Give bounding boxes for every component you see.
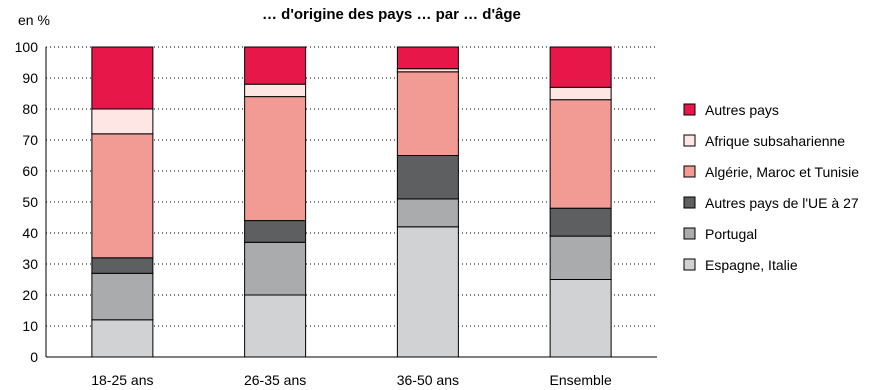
legend-swatch <box>683 165 696 178</box>
bar-segment <box>396 226 459 358</box>
legend: Autres pays Afrique subsaharienne Algérie,… <box>683 102 859 273</box>
bar-segment <box>396 198 459 228</box>
bar-segment <box>396 155 459 200</box>
bar-segment <box>244 241 307 296</box>
legend-swatch <box>683 103 696 116</box>
legend-swatch <box>683 227 696 240</box>
y-tick-label: 40 <box>22 225 38 241</box>
legend-swatch <box>683 134 696 147</box>
x-tick-label: 18-25 ans <box>91 372 153 388</box>
y-tick-label: 90 <box>22 70 38 86</box>
bar-segment <box>91 46 154 110</box>
bar-segment <box>244 83 307 98</box>
bar-segment <box>396 71 459 156</box>
bar-segment <box>549 99 612 209</box>
bar-segment <box>549 207 612 237</box>
bar-segment <box>549 279 612 358</box>
y-tick-label: 100 <box>15 39 39 55</box>
chart-title: … d'origine des pays … par … d'âge <box>262 6 521 23</box>
legend-label: Autres pays <box>705 102 779 118</box>
bars <box>91 46 612 358</box>
y-tick-label: 20 <box>22 287 38 303</box>
bar-segment <box>244 294 307 358</box>
y-tick-label: 60 <box>22 163 38 179</box>
legend-label: Algérie, Maroc et Tunisie <box>705 164 859 180</box>
bar-segment <box>91 108 154 135</box>
legend-swatch <box>683 196 696 209</box>
y-tick-label: 30 <box>22 256 38 272</box>
legend-swatch <box>683 258 696 271</box>
bar-segment <box>549 235 612 281</box>
legend-label: Autres pays de l'UE à 27 <box>705 195 859 211</box>
bar-segment <box>396 46 459 70</box>
legend-label: Espagne, Italie <box>705 257 798 273</box>
bar-segment <box>244 46 307 85</box>
bar-segment <box>91 272 154 321</box>
axes: 0 10 20 30 40 50 60 70 80 90 100 18-25 ans 26-35 ans… <box>15 39 657 388</box>
bar-segment <box>91 319 154 358</box>
bar-segment <box>244 96 307 222</box>
y-tick-label: 50 <box>22 194 38 210</box>
y-tick-label: 0 <box>30 349 38 365</box>
bar-segment <box>91 133 154 259</box>
legend-label: Portugal <box>705 226 757 242</box>
bar-segment <box>549 86 612 101</box>
bar-segment <box>549 46 612 88</box>
x-tick-label: 26-35 ans <box>244 372 306 388</box>
legend-label: Afrique subsaharienne <box>705 133 845 149</box>
x-tick-label: 36-50 ans <box>397 372 459 388</box>
y-axis-label: en % <box>18 12 50 28</box>
bar-segment <box>91 257 154 274</box>
y-tick-label: 80 <box>22 101 38 117</box>
x-tick-label: Ensemble <box>549 372 611 388</box>
bar-segment <box>244 220 307 243</box>
y-tick-label: 10 <box>22 318 38 334</box>
y-tick-label: 70 <box>22 132 38 148</box>
